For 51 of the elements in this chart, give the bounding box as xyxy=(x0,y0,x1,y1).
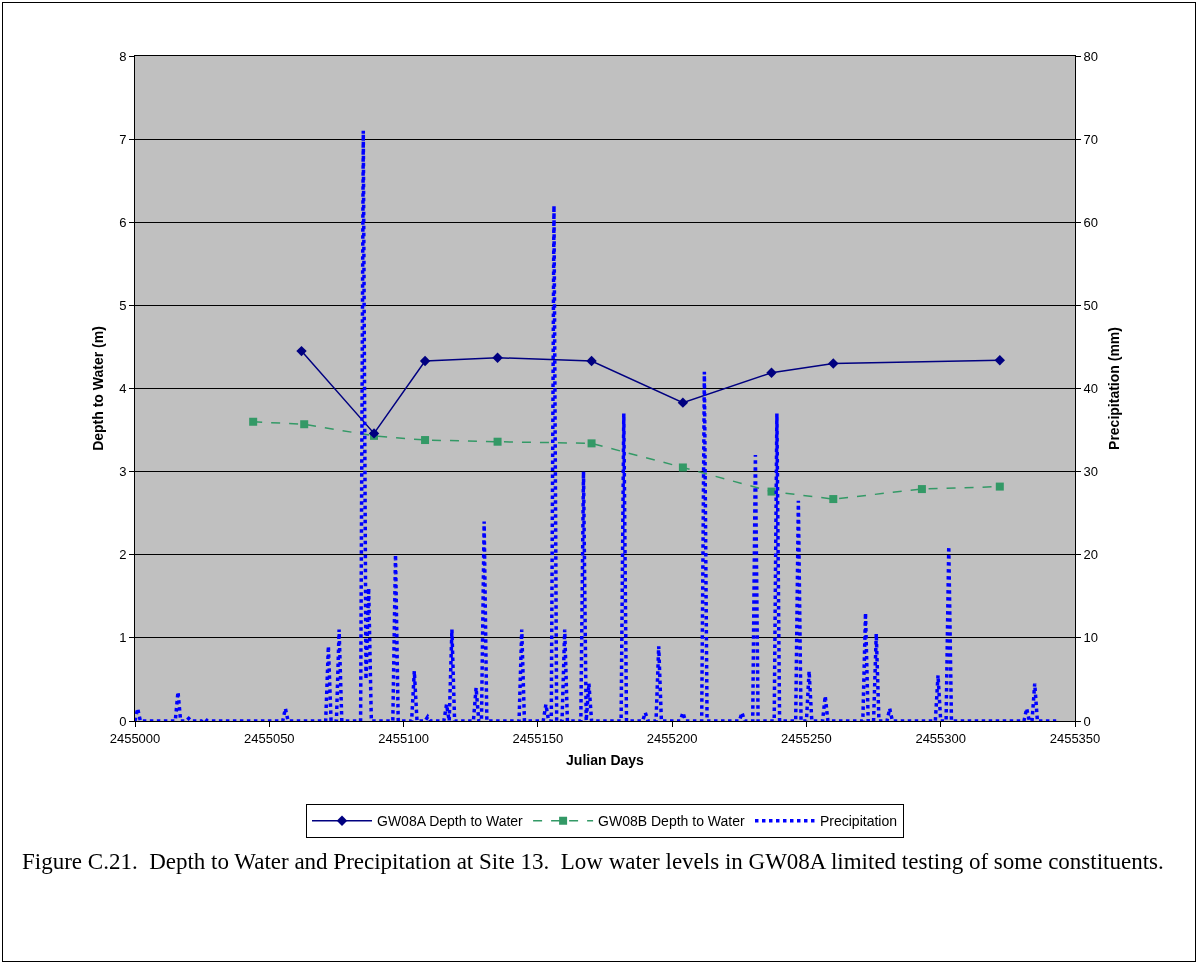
point xyxy=(249,417,258,426)
y-tick-label: 7 xyxy=(119,131,127,147)
y-tick-label: 6 xyxy=(119,214,127,230)
y2-tick-label: 0 xyxy=(1083,713,1091,729)
y2-tick-label: 50 xyxy=(1083,297,1099,313)
point xyxy=(419,355,431,367)
y2-tick-label: 10 xyxy=(1083,630,1099,646)
point xyxy=(995,482,1004,491)
x-tick-label: 2455150 xyxy=(512,730,564,746)
point xyxy=(766,367,777,378)
y-tick-label: 2 xyxy=(119,547,127,563)
y-tick-label: 4 xyxy=(119,381,127,397)
y-tick-label: 1 xyxy=(119,630,127,646)
y-tick-label: 5 xyxy=(119,297,127,313)
legend-label: GW08A Depth to Water xyxy=(377,813,524,830)
point xyxy=(828,358,839,369)
y2-tick-label: 30 xyxy=(1083,464,1099,480)
y-tick-label: 3 xyxy=(119,464,127,480)
x-tick-label: 2455050 xyxy=(243,730,295,746)
point xyxy=(829,495,838,504)
point xyxy=(492,352,503,363)
text: Figure C.21. Depth to Water and Precipitation at Site 13. Low water levels in GW08A limited testing of some constituents. xyxy=(22,848,1165,876)
y2-tick-label: 80 xyxy=(1083,48,1099,64)
y2-tick-label: 60 xyxy=(1083,214,1099,230)
x-tick-label: 2455200 xyxy=(646,730,698,746)
line-series xyxy=(135,129,1058,721)
x-tick-label: 2455350 xyxy=(1049,730,1101,746)
x-tick-label: 2455000 xyxy=(109,730,161,746)
point xyxy=(493,437,502,446)
y2-tick-label: 70 xyxy=(1083,131,1099,147)
x-tick-label: 2455300 xyxy=(915,730,967,746)
point xyxy=(421,436,430,445)
point xyxy=(917,485,926,494)
legend-label: GW08B Depth to Water xyxy=(598,813,745,830)
point xyxy=(300,420,309,429)
x-tick-label: 2455250 xyxy=(781,730,832,746)
x-tick-label: 2455100 xyxy=(378,730,429,746)
point xyxy=(296,345,307,357)
y2-tick-label: 20 xyxy=(1083,547,1099,563)
y2-tick-label: 40 xyxy=(1083,381,1099,397)
point xyxy=(587,439,596,448)
y-axis-title: Depth to Water (m) xyxy=(89,326,106,451)
point xyxy=(994,355,1005,366)
x-axis-title: Julian Days xyxy=(566,751,645,768)
point xyxy=(586,355,597,367)
y2-axis-title: Precipitation (mm) xyxy=(1106,327,1123,450)
point xyxy=(677,397,689,408)
point xyxy=(678,463,687,472)
y-tick-label: 8 xyxy=(119,48,127,64)
y-tick-label: 0 xyxy=(119,713,127,729)
legend-label: Precipitation xyxy=(819,813,898,830)
